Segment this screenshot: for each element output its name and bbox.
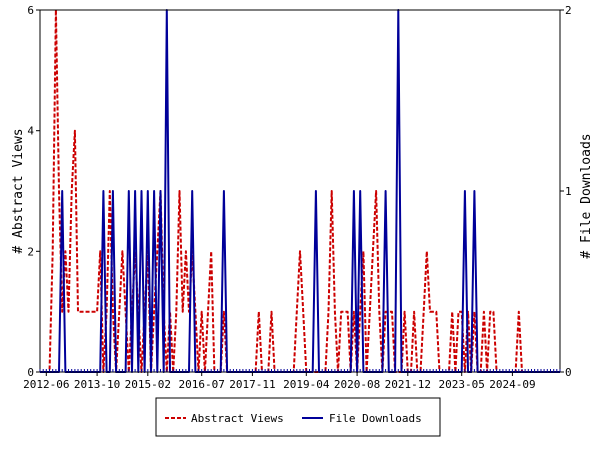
x-tick-label: 2016-07 [179,378,225,391]
x-tick-label: 2012-06 [23,378,69,391]
x-tick-label: 2020-08 [334,378,380,391]
legend-label-file-downloads: File Downloads [329,412,422,425]
x-tick-label: 2013-10 [74,378,120,391]
y2-tick-label: 0 [565,366,572,379]
legend-box [155,397,441,437]
legend: Abstract Views File Downloads [155,397,441,437]
x-tick-label: 2015-02 [125,378,171,391]
y-tick-label: 0 [27,366,34,379]
x-tick-label: 2023-05 [439,378,485,391]
series-line-abstract-views [40,9,560,373]
y2-tick-label: 1 [565,185,572,198]
legend-label-abstract-views: Abstract Views [191,412,284,425]
x-tick-label: 2024-09 [489,378,535,391]
y2-tick-label: 2 [565,4,572,17]
y-tick-label: 4 [27,125,34,138]
y-axis-title: # Abstract Views [11,128,26,253]
y-tick-label: 6 [27,4,34,17]
y2-axis-title: # File Downloads [579,133,594,258]
x-tick-label: 2017-11 [229,378,275,391]
tick-layer: 2012-06 2013-10 2015-02 2016-07 2017-11 2019-… [23,4,572,391]
x-tick-label: 2019-04 [283,378,330,391]
x-tick-label: 2021-12 [385,378,431,391]
y-tick-label: 2 [27,245,34,258]
